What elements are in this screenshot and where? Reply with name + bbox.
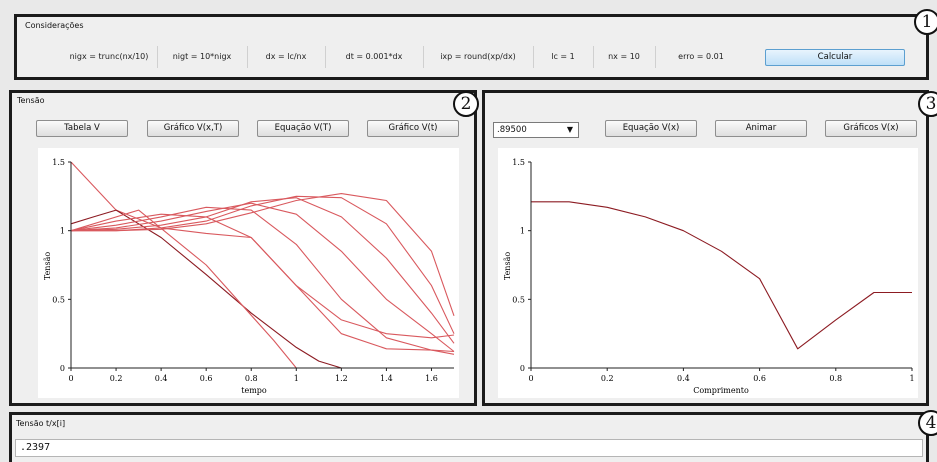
length-curve-xtick-label: 0.4 bbox=[677, 374, 690, 383]
chevron-down-icon: ▼ bbox=[566, 125, 573, 134]
field-erro: erro = 0.01 bbox=[678, 52, 724, 61]
tension-curve-series-8 bbox=[71, 195, 455, 334]
tension-curve-xtick-label: 0.4 bbox=[155, 374, 168, 383]
field-lc: lc = 1 bbox=[533, 46, 594, 68]
tension-xlabel: tempo bbox=[241, 386, 267, 395]
tension-ylabel: Tensão bbox=[43, 252, 52, 280]
tension-curve-xtick-label: 1.2 bbox=[335, 374, 348, 383]
length-curve-xtick-label: 0.6 bbox=[753, 374, 766, 383]
tension-curve-series-6 bbox=[70, 202, 455, 352]
field-nigt: nigt = 10*nigx bbox=[157, 46, 248, 68]
graph-vxt-button[interactable]: Gráfico V(x,T) bbox=[147, 120, 239, 137]
tension-input-label: Tensão t/x[i] bbox=[16, 419, 66, 428]
length-curve-xtick-label: 1 bbox=[909, 374, 914, 383]
considerations-panel: Considerações nigx = trunc(nx/10) nigt =… bbox=[14, 14, 929, 80]
tension-curve-xtick-label: 1 bbox=[294, 374, 299, 383]
calculate-button[interactable]: Calcular bbox=[765, 49, 905, 66]
badge-4: 4 bbox=[918, 410, 937, 436]
tension-title: Tensão bbox=[17, 96, 45, 105]
tension-length-plot: 0 0.2 0.4 0.6 0.8 1 0 0.5 1 1.5 Comprimento Tensã… bbox=[498, 148, 918, 398]
tension-curve-xtick-label: 1.6 bbox=[425, 374, 438, 383]
tension-curve-ytick-label: 1 bbox=[60, 227, 65, 236]
tension-curve-series-7 bbox=[70, 197, 455, 344]
tension-curve-xtick-label: 0.2 bbox=[110, 374, 123, 383]
badge-1: 1 bbox=[914, 9, 937, 35]
time-select[interactable]: .89500 ▼ bbox=[493, 122, 579, 138]
length-panel: .89500 ▼ Equação V(x) Animar Gráficos V(… bbox=[482, 90, 929, 406]
tension-time-plot: 0 0.2 0.4 0.6 0.8 1 1.2 1.4 1.6 0 0.5 1 1.5 tempo Te… bbox=[38, 148, 459, 398]
field-ixp: ixp = round(xp/dx) bbox=[423, 46, 534, 68]
table-v-button[interactable]: Tabela V bbox=[36, 120, 128, 137]
length-curve-series-1 bbox=[531, 201, 912, 350]
length-curve-ytick-label: 0.5 bbox=[512, 295, 525, 304]
tension-curve-xtick-label: 1.4 bbox=[380, 374, 393, 383]
tension-curve-series-9 bbox=[71, 193, 455, 316]
field-dx: dx = lc/nx bbox=[247, 46, 326, 68]
tension-curve-ytick-label: 1.5 bbox=[52, 158, 65, 167]
graph-vt-button[interactable]: Gráfico V(t) bbox=[367, 120, 459, 137]
badge-3: 3 bbox=[918, 91, 937, 117]
field-nx: nx = 10 bbox=[593, 46, 656, 68]
tension-time-chart: 0 0.2 0.4 0.6 0.8 1 1.2 1.4 1.6 0 0.5 1 1.5 tempo Te… bbox=[43, 158, 455, 395]
tension-curve-xtick-label: 0.8 bbox=[245, 374, 258, 383]
tension-panel: Tensão Tabela V Gráfico V(x,T) Equação V… bbox=[9, 90, 477, 406]
length-xlabel: Comprimento bbox=[693, 386, 749, 395]
length-curve-xtick-label: 0.2 bbox=[601, 374, 614, 383]
considerations-title: Considerações bbox=[25, 21, 84, 30]
tension-curve-series-4 bbox=[70, 213, 455, 353]
length-ylabel: Tensão bbox=[503, 252, 512, 280]
tension-curve-series-3 bbox=[70, 209, 297, 369]
tension-curve-series-2 bbox=[70, 209, 342, 369]
tension-length-chart: 0 0.2 0.4 0.6 0.8 1 0 0.5 1 1.5 Comprimento Tensã… bbox=[503, 158, 915, 395]
tension-curve-ytick-label: 0.5 bbox=[52, 295, 65, 304]
tension-curve-xtick-label: 0.6 bbox=[200, 374, 213, 383]
animate-button[interactable]: Animar bbox=[715, 120, 807, 137]
tension-curve-xtick-label: 0 bbox=[68, 374, 73, 383]
length-curve-xtick-label: 0 bbox=[528, 374, 533, 383]
tension-input-panel: Tensão t/x[i] .2397 bbox=[9, 412, 929, 462]
length-curve-xtick-label: 0.8 bbox=[829, 374, 842, 383]
tension-value-field[interactable]: .2397 bbox=[15, 439, 923, 457]
length-curve-ytick-label: 1.5 bbox=[512, 158, 525, 167]
equation-vt-button[interactable]: Equação V(T) bbox=[257, 120, 349, 137]
tension-value: .2397 bbox=[20, 442, 51, 453]
tension-curve-series-5 bbox=[70, 206, 455, 355]
field-nigx: nigx = trunc(nx/10) bbox=[61, 46, 158, 68]
equation-vx-button[interactable]: Equação V(x) bbox=[605, 120, 697, 137]
length-curve-ytick-label: 1 bbox=[520, 227, 525, 236]
graphs-vx-button[interactable]: Gráficos V(x) bbox=[825, 120, 917, 137]
badge-2: 2 bbox=[453, 91, 479, 117]
tension-curve-ytick-label: 0 bbox=[60, 364, 65, 373]
length-curve-ytick-label: 0 bbox=[520, 364, 525, 373]
time-select-value: .89500 bbox=[497, 125, 527, 135]
field-dt: dt = 0.001*dx bbox=[325, 46, 424, 68]
